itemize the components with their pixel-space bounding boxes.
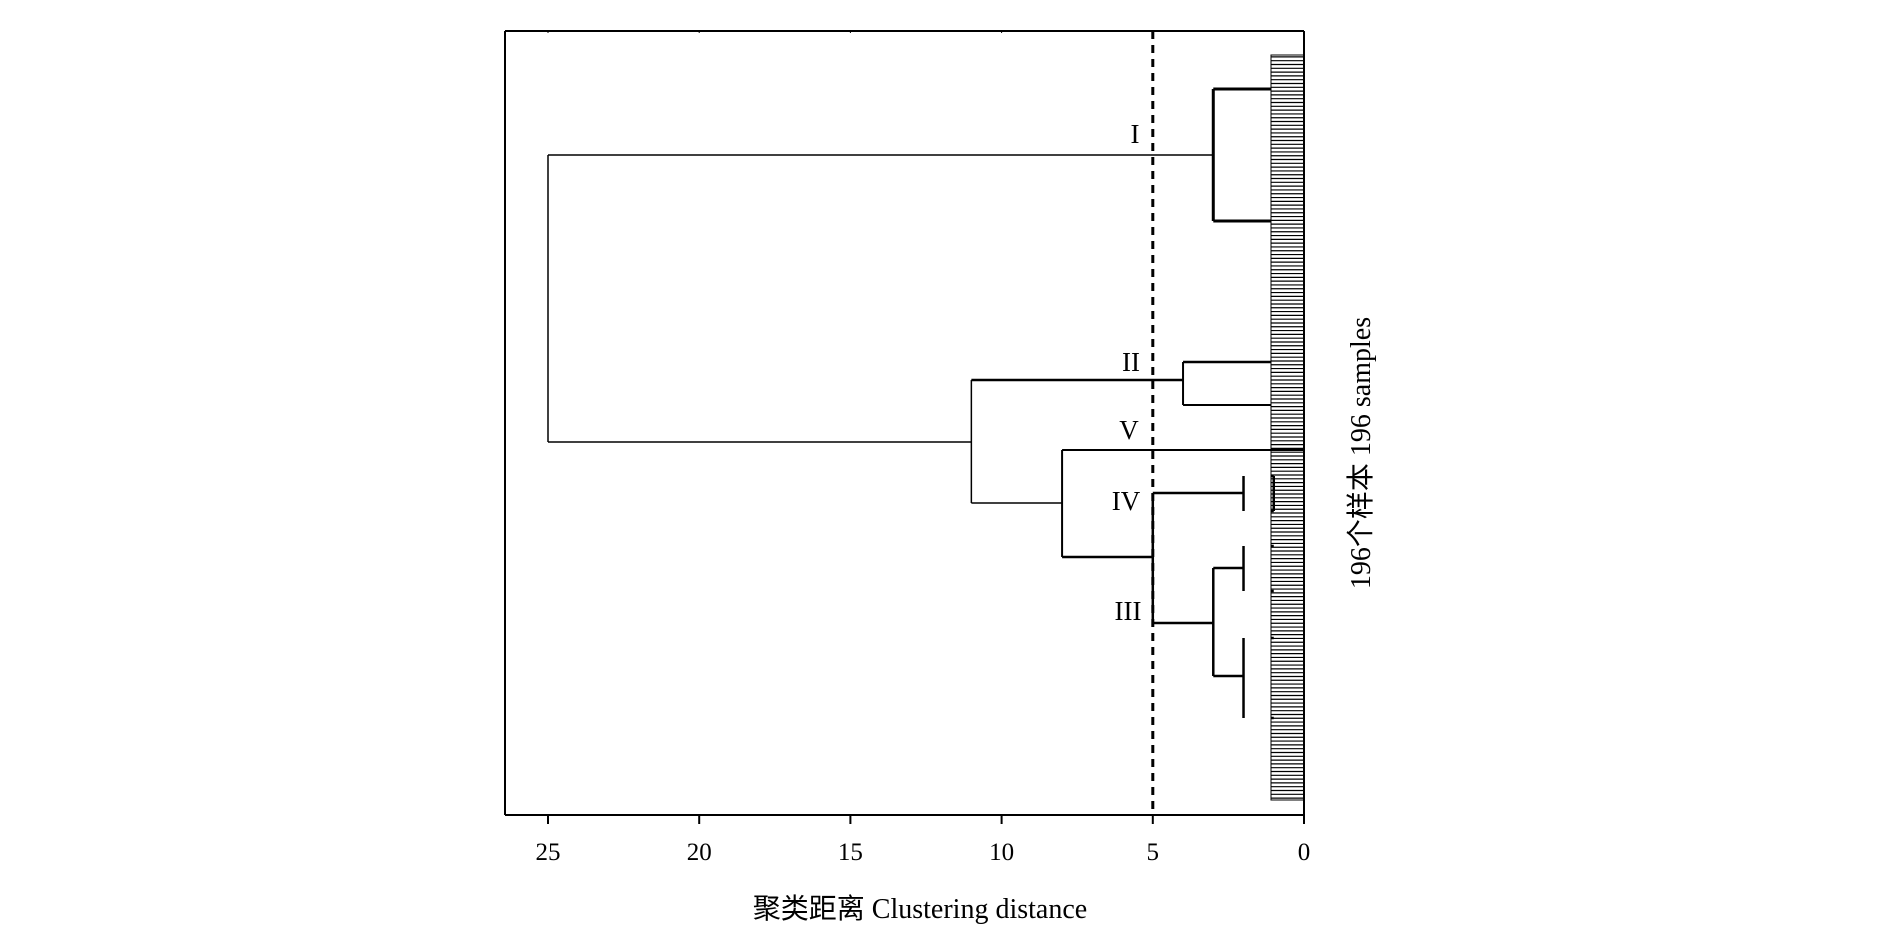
y-axis-title: 196个样本 196 samples bbox=[1345, 317, 1377, 589]
x-tick-label: 25 bbox=[536, 839, 561, 866]
cluster-label-I: I bbox=[1131, 119, 1140, 149]
x-tick-label: 5 bbox=[1147, 839, 1160, 866]
cluster-label-IV: IV bbox=[1112, 486, 1141, 516]
x-tick-label: 10 bbox=[989, 839, 1014, 866]
cluster-label-V: V bbox=[1119, 415, 1139, 445]
x-tick-label: 20 bbox=[687, 839, 712, 866]
sample-leaves-block bbox=[1270, 54, 1305, 801]
x-axis-title: 聚类距离 Clustering distance bbox=[753, 893, 1087, 925]
x-tick-label: 0 bbox=[1298, 839, 1311, 866]
cluster-label-II: II bbox=[1122, 347, 1140, 377]
x-tick-label: 15 bbox=[838, 839, 863, 866]
cluster-label-III: III bbox=[1115, 596, 1142, 626]
